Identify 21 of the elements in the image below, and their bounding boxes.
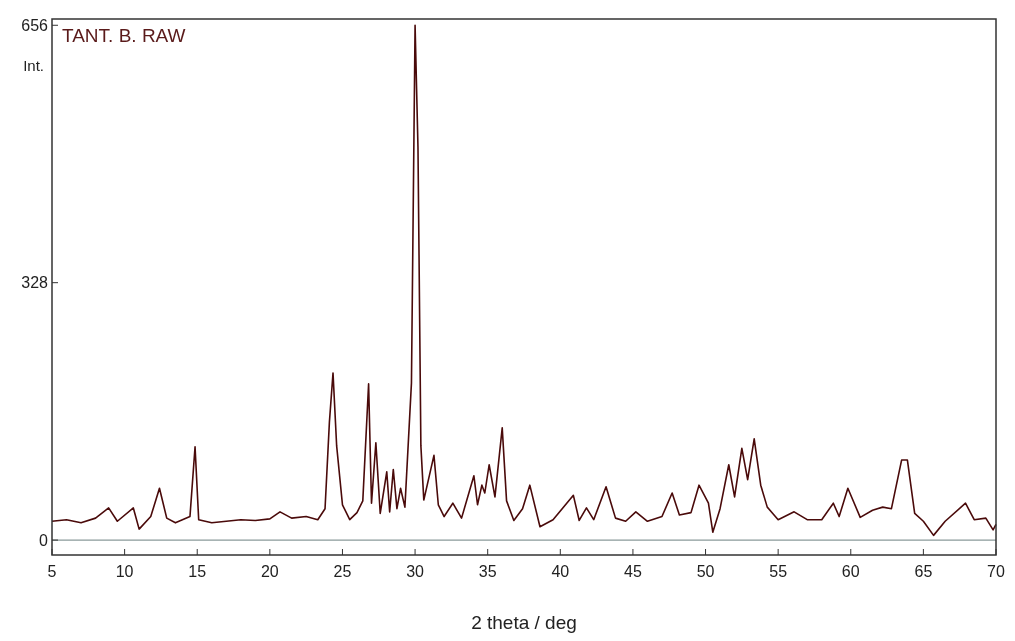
x-axis-title: 2 theta / deg [471,612,577,633]
line-series [51,24,997,537]
x-tick-label: 65 [914,563,933,580]
y-axis-title: Int. [23,57,44,74]
x-tick-label: 35 [478,563,497,580]
y-tick-label: 328 [21,274,49,292]
x-tick-label: 45 [624,563,642,580]
x-tick-label: 40 [551,563,570,580]
x-tick-label: 10 [115,563,134,580]
y-tick-label: 0 [39,531,49,549]
x-tick-label: 5 [47,563,57,580]
x-tick-label: 70 [987,563,1005,580]
x-tick-label: 30 [406,563,425,580]
y-tick-label: 656 [21,16,49,34]
x-tick-label: 50 [696,563,715,580]
x-tick-label: 20 [260,563,279,580]
chart-title: TANT. B. RAW [62,25,186,47]
x-tick-label: 60 [841,563,860,580]
x-tick-label: 25 [333,563,352,580]
x-tick-label: 55 [769,563,788,580]
x-tick-label: 15 [188,563,207,580]
